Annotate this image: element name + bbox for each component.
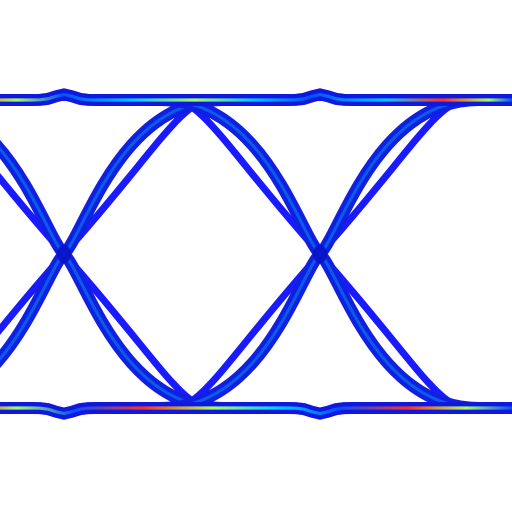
rising-arc-trace-1: [0, 94, 229, 368]
rising-arc-core-1: [0, 98, 223, 362]
high-level-rail-core: [0, 92, 512, 102]
rising-edge-trace-1: [0, 96, 216, 335]
eye-traces: [0, 88, 512, 420]
falling-arc-trace-1: [0, 140, 229, 414]
crossing-point-2: [313, 245, 327, 263]
crossing-point-1: [57, 245, 71, 263]
falling-edge-trace-1: [0, 173, 216, 412]
falling-arc-core-1: [0, 146, 223, 410]
low-level-rail-core: [0, 406, 512, 416]
